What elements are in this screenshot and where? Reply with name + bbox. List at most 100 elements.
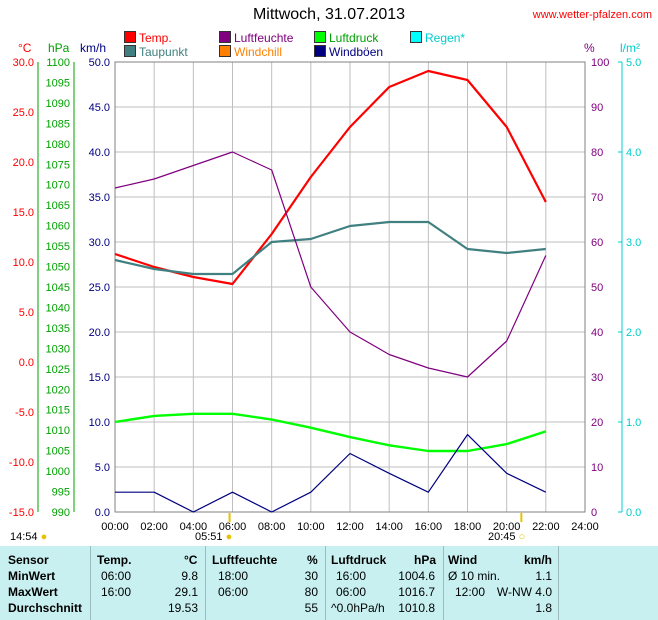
y-tick-pressure: 1005 — [46, 446, 70, 458]
unit-rain: l/m² — [620, 41, 640, 55]
y-tick-pressure: 1050 — [46, 262, 70, 274]
table-divider — [90, 546, 91, 620]
legend-pressure-label: Luftdruck — [329, 31, 379, 45]
y-tick-wind: 40.0 — [89, 147, 110, 159]
y-tick-pressure: 995 — [52, 487, 70, 499]
table-divider — [205, 546, 206, 620]
y-tick-humidity: 100 — [591, 57, 609, 69]
legend-dewpoint-swatch — [124, 45, 136, 57]
legend-humidity: Luftfeuchte — [219, 31, 293, 45]
plot-frame — [114, 61, 586, 513]
y-tick-pressure: 1060 — [46, 221, 70, 233]
y-tick-pressure: 1000 — [46, 466, 70, 478]
y-tick-pressure: 1095 — [46, 77, 70, 89]
y-tick-temp: 5.0 — [19, 307, 34, 319]
y-tick-temp: 15.0 — [13, 207, 34, 219]
y-tick-pressure: 1030 — [46, 343, 70, 355]
th-humidity-unit: % — [307, 553, 318, 567]
legend-temp-label: Temp. — [139, 31, 172, 45]
x-tick-label: 18:00 — [454, 521, 482, 533]
y-tick-rain: 5.0 — [626, 57, 641, 69]
cell-hum-val: 80 — [304, 585, 318, 599]
legend-temp-swatch — [124, 31, 136, 43]
legend-pressure-swatch — [314, 31, 326, 43]
y-tick-humidity: 70 — [591, 192, 603, 204]
x-tick-label: 12:00 — [336, 521, 364, 533]
x-tick-label: 08:00 — [258, 521, 286, 533]
legend-windchill-swatch — [219, 45, 231, 57]
unit-humidity: % — [584, 41, 595, 55]
cell-wind-val: W-NW 4.0 — [496, 585, 552, 599]
y-tick-pressure: 1090 — [46, 98, 70, 110]
cell-wind-label: Ø 10 min. — [448, 569, 501, 583]
y-tick-temp: -15.0 — [9, 507, 34, 519]
y-tick-humidity: 0 — [591, 507, 597, 519]
table-divider — [325, 546, 326, 620]
y-tick-pressure: 1015 — [46, 405, 70, 417]
y-tick-wind: 5.0 — [95, 462, 110, 474]
legend-humidity-swatch — [219, 31, 231, 43]
sunrise-icon: ● — [225, 531, 233, 543]
row-label: MinWert — [8, 569, 56, 583]
cell-hum-time: 18:00 — [218, 569, 249, 583]
y-tick-temp: 25.0 — [13, 107, 34, 119]
th-pressure: Luftdruck — [331, 553, 387, 567]
y-tick-pressure: 1065 — [46, 200, 70, 212]
y-tick-pressure: 1020 — [46, 384, 70, 396]
th-sensor: Sensor — [8, 553, 49, 567]
y-tick-pressure: 1100 — [46, 57, 70, 69]
y-tick-temp: 0.0 — [19, 357, 34, 369]
y-tick-temp: 20.0 — [13, 157, 34, 169]
series-windb-en — [115, 434, 547, 513]
th-wind-unit: km/h — [524, 553, 553, 567]
legend-temp: Temp. — [124, 31, 172, 45]
cell-temp-val: 9.8 — [181, 569, 198, 583]
y-tick-rain: 1.0 — [626, 417, 641, 429]
legend-rain-swatch — [410, 31, 422, 43]
cell-temp-val: 19.53 — [167, 601, 198, 615]
cell-wind-val: 1.1 — [535, 569, 552, 583]
row-label: Durchschnitt — [8, 601, 83, 615]
y-tick-wind: 0.0 — [95, 507, 110, 519]
y-tick-wind: 10.0 — [89, 417, 110, 429]
y-tick-wind: 20.0 — [89, 327, 110, 339]
y-tick-pressure: 1070 — [46, 180, 70, 192]
sunrise-text: 05:51 — [195, 531, 223, 543]
x-tick-label: 06:00 — [219, 521, 247, 533]
y-tick-humidity: 20 — [591, 417, 603, 429]
th-temp: Temp. — [97, 553, 132, 567]
legend-rain-label: Regen* — [425, 31, 466, 45]
y-tick-humidity: 10 — [591, 462, 603, 474]
cell-wind-val: 1.8 — [535, 601, 552, 615]
y-tick-pressure: 1010 — [46, 425, 70, 437]
cell-press-time: 06:00 — [336, 585, 367, 599]
y-tick-wind: 30.0 — [89, 237, 110, 249]
y-tick-humidity: 40 — [591, 327, 603, 339]
cell-press-val: 1016.7 — [398, 585, 435, 599]
legend-dewpoint-label: Taupunkt — [139, 45, 188, 59]
y-tick-wind: 15.0 — [89, 372, 110, 384]
x-tick-label: 10:00 — [297, 521, 325, 533]
cell-temp-time: 16:00 — [101, 585, 132, 599]
y-tick-wind: 50.0 — [89, 57, 110, 69]
th-temp-unit: °C — [184, 553, 198, 567]
sunset-text: 20:45 — [488, 531, 516, 543]
table-divider — [443, 546, 444, 620]
legend-gusts-label: Windböen — [329, 45, 384, 59]
x-tick-label: 00:00 — [101, 521, 129, 533]
sunset-icon: ○ — [518, 531, 526, 543]
cell-hum-val: 30 — [304, 569, 318, 583]
y-tick-pressure: 1035 — [46, 323, 70, 335]
y-tick-humidity: 50 — [591, 282, 603, 294]
y-tick-wind: 25.0 — [89, 282, 110, 294]
site-link[interactable]: www.wetter-pfalzen.com — [532, 9, 652, 21]
x-tick-label: 24:00 — [571, 521, 599, 533]
legend-windchill-label: Windchill — [234, 45, 283, 59]
sunrise-label: 05:51 ● — [195, 531, 232, 543]
y-tick-pressure: 1025 — [46, 364, 70, 376]
y-tick-pressure: 1085 — [46, 118, 70, 130]
x-tick-label: 14:00 — [375, 521, 403, 533]
x-tick-label: 04:00 — [180, 521, 208, 533]
legend-gusts-swatch — [314, 45, 326, 57]
y-tick-rain: 3.0 — [626, 237, 641, 249]
